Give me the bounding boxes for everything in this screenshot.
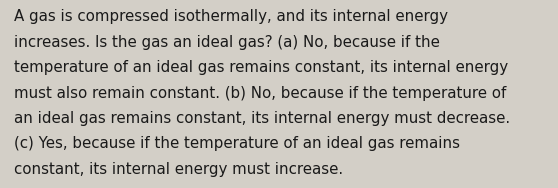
- Text: increases. Is the gas an ideal gas? (a) No, because if the: increases. Is the gas an ideal gas? (a) …: [14, 35, 440, 50]
- Text: an ideal gas remains constant, its internal energy must decrease.: an ideal gas remains constant, its inter…: [14, 111, 510, 126]
- Text: temperature of an ideal gas remains constant, its internal energy: temperature of an ideal gas remains cons…: [14, 60, 508, 75]
- Text: A gas is compressed isothermally, and its internal energy: A gas is compressed isothermally, and it…: [14, 9, 448, 24]
- Text: constant, its internal energy must increase.: constant, its internal energy must incre…: [14, 162, 343, 177]
- Text: (c) Yes, because if the temperature of an ideal gas remains: (c) Yes, because if the temperature of a…: [14, 136, 460, 151]
- Text: must also remain constant. (b) No, because if the temperature of: must also remain constant. (b) No, becau…: [14, 86, 506, 101]
